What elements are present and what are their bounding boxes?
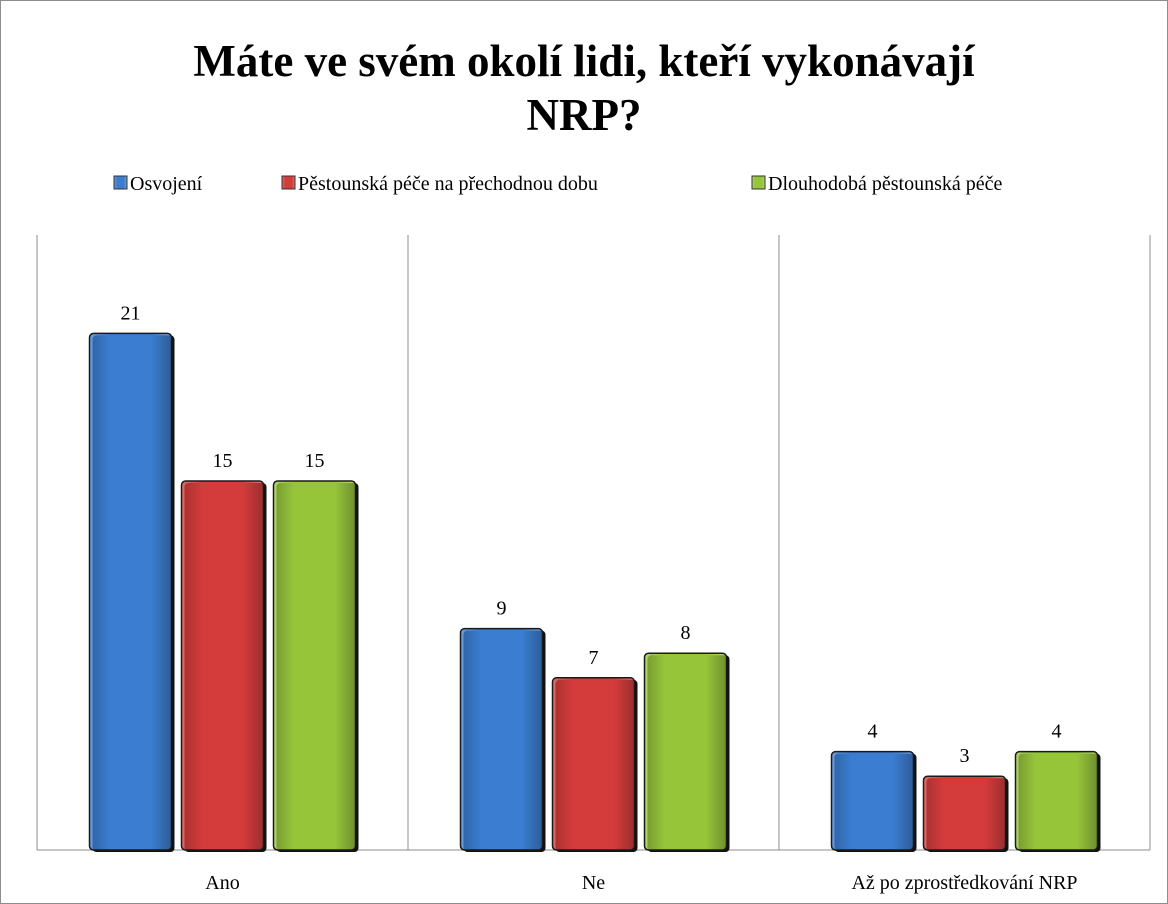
data-label: 21 xyxy=(121,302,141,324)
legend-label: Dlouhodobá pěstounská péče xyxy=(768,173,1003,195)
bar xyxy=(272,480,357,851)
legend-swatch xyxy=(113,175,128,190)
legend-label: Pěstounská péče na přechodnou dobu xyxy=(298,173,598,195)
x-tick-label: Ne xyxy=(582,872,605,894)
bar xyxy=(88,332,173,851)
bar xyxy=(643,652,728,851)
data-label: 7 xyxy=(589,647,599,669)
bar xyxy=(180,480,265,851)
x-tick-label: Ano xyxy=(205,872,239,894)
data-label: 15 xyxy=(213,450,233,472)
x-tick-label: Až po zprostředkování NRP xyxy=(851,872,1077,894)
data-label: 3 xyxy=(960,745,970,767)
bar xyxy=(551,677,636,851)
chart-title: Máte ve svém okolí lidi, kteří vykonávaj… xyxy=(193,36,975,140)
bar xyxy=(459,627,544,851)
legend-label: Osvojení xyxy=(130,173,203,195)
bar xyxy=(922,775,1007,851)
data-label: 8 xyxy=(681,622,691,644)
bar xyxy=(1014,750,1099,851)
legend-swatch xyxy=(751,175,766,190)
data-label: 9 xyxy=(497,598,507,620)
data-label: 4 xyxy=(1052,721,1062,743)
data-label: 4 xyxy=(868,721,878,743)
data-label: 15 xyxy=(305,450,325,472)
bar xyxy=(830,750,915,851)
legend-swatch xyxy=(281,175,296,190)
